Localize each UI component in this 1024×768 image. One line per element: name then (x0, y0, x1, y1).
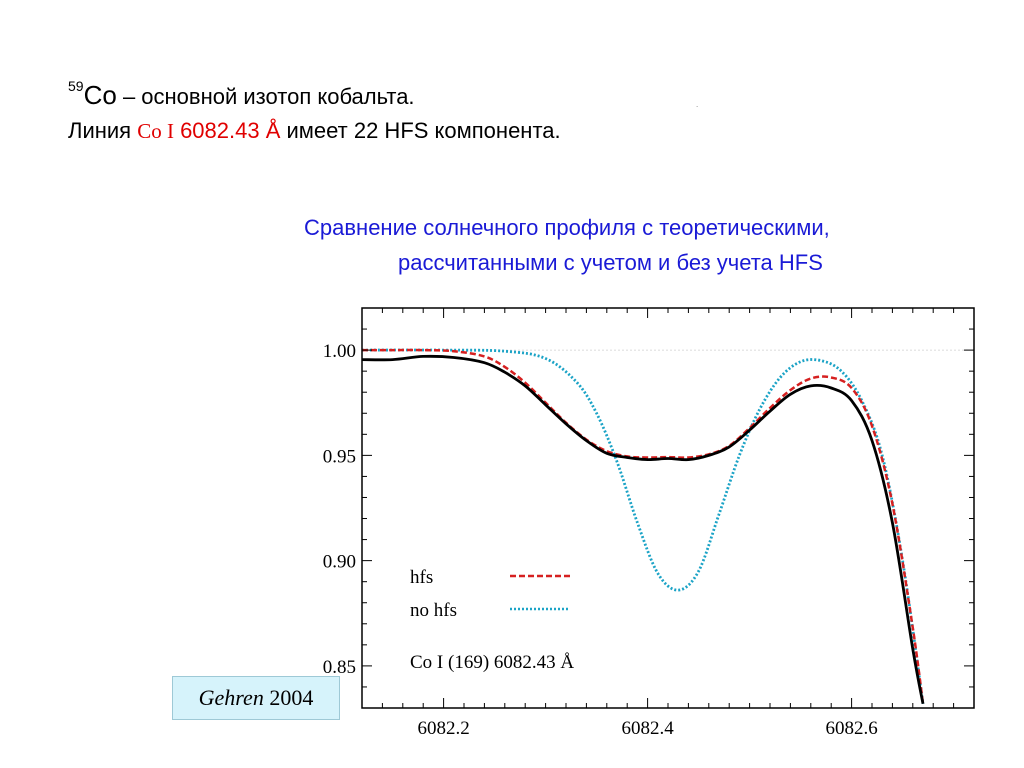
legend-label-hfs: hfs (410, 567, 433, 588)
mass-number: 59 (68, 78, 84, 94)
x-tick-label: 6082.2 (417, 718, 469, 739)
legend-label-no-hfs: no hfs (410, 600, 457, 621)
element-symbol: Co (83, 80, 117, 110)
y-tick-label: 0.90 (323, 552, 356, 573)
comparison-title-line-2: рассчитанными с учетом и без учета HFS (398, 250, 823, 275)
stray-mark: . (696, 100, 699, 109)
wavelength-label: 6082.43 Å (173, 118, 281, 143)
series-layer (361, 348, 925, 705)
heading-line-2: Линия Co I 6082.43 Å имеет 22 HFS компон… (68, 118, 561, 144)
series-line-observed (361, 354, 925, 705)
citation-author: Gehren (198, 685, 264, 710)
tick-layer: 0.85 0.90 0.95 1.00 6082.2 6082.4 6082.6 (323, 308, 974, 739)
y-tick-label: 1.00 (323, 341, 356, 362)
y-tick-label: 0.95 (323, 446, 356, 467)
species-label: Co I (137, 119, 174, 143)
y-tick-label: 0.85 (323, 657, 356, 678)
x-tick-label: 6082.6 (825, 718, 877, 739)
line-suffix: имеет 22 HFS компонента. (280, 118, 561, 143)
line-annotation: Co I (169) 6082.43 Å (410, 652, 574, 673)
x-tick-label: 6082.4 (621, 718, 674, 739)
citation-box: Gehren 2004 (172, 676, 340, 720)
line-prefix: Линия (68, 118, 138, 143)
plot-frame (361, 307, 975, 709)
series-line-no-hfs (361, 348, 925, 704)
comparison-title-line-1: Сравнение солнечного профиля с теоретиче… (304, 215, 830, 240)
heading-line-1-text: – основной изотоп кобальта. (116, 84, 415, 109)
citation-year: 2004 (263, 685, 314, 710)
heading-line-1: 59Co – основной изотоп кобальта. (68, 78, 415, 111)
series-line-hfs (361, 348, 925, 704)
